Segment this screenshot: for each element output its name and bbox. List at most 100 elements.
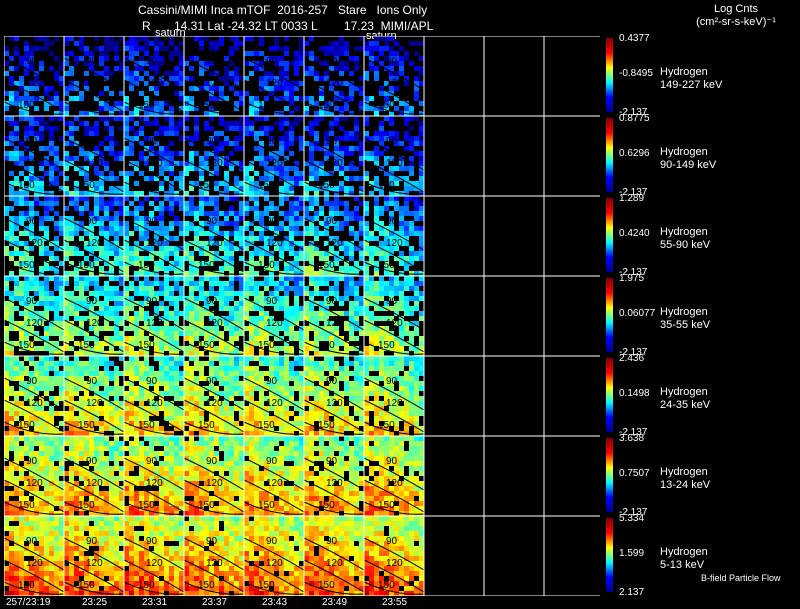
pixel	[54, 76, 59, 81]
pixel	[364, 426, 369, 431]
pixel	[299, 401, 304, 406]
contour-line	[123, 101, 185, 115]
pixel	[19, 141, 24, 146]
pixel	[109, 276, 114, 281]
pixel	[329, 216, 334, 221]
pixel	[29, 431, 34, 436]
contour-label: 90	[386, 136, 398, 147]
pixel	[299, 201, 304, 206]
pixel	[404, 276, 409, 281]
pixel	[114, 251, 119, 256]
contour-line	[183, 79, 245, 113]
pixel	[109, 246, 114, 251]
pixel	[404, 221, 409, 226]
pixel	[319, 416, 324, 421]
pixel	[84, 86, 89, 91]
pixel	[189, 56, 194, 61]
pixel	[74, 391, 79, 396]
pixel	[384, 116, 389, 121]
pixel	[4, 356, 9, 361]
pixel	[64, 246, 69, 251]
pixel	[184, 201, 189, 206]
pixel	[259, 341, 264, 346]
pixel	[59, 501, 64, 506]
pixel	[59, 106, 64, 111]
pixel	[284, 226, 289, 231]
pixel	[159, 166, 164, 171]
pixel	[169, 221, 174, 226]
pixel	[349, 301, 354, 306]
pixel	[339, 61, 344, 66]
pixel	[134, 291, 139, 296]
pixel	[24, 326, 29, 331]
pixel	[384, 346, 389, 351]
pixel	[84, 436, 89, 441]
pixel	[134, 51, 139, 56]
pixel	[339, 241, 344, 246]
pixel	[379, 241, 384, 246]
pixel	[104, 411, 109, 416]
pixel	[359, 191, 364, 196]
pixel	[24, 111, 29, 116]
pixel	[94, 376, 99, 381]
pixel	[314, 341, 319, 346]
pixel	[354, 231, 359, 236]
pixel	[214, 371, 219, 376]
pixel	[234, 426, 239, 431]
pixel	[324, 171, 329, 176]
pixel	[289, 141, 294, 146]
pixel	[329, 356, 334, 361]
pixel	[274, 366, 279, 371]
pixel	[199, 361, 204, 366]
pixel	[234, 291, 239, 296]
pixel	[339, 226, 344, 231]
pixel	[289, 391, 294, 396]
pixel	[329, 266, 334, 271]
pixel	[339, 391, 344, 396]
pixel	[349, 191, 354, 196]
pixel	[84, 456, 89, 461]
pixel	[329, 311, 334, 316]
contour-line	[243, 377, 305, 411]
pixel	[294, 331, 299, 336]
pixel	[279, 346, 284, 351]
pixel	[399, 206, 404, 211]
pixel	[384, 301, 389, 306]
pixel	[144, 376, 149, 381]
pixel	[314, 176, 319, 181]
pixel	[299, 141, 304, 146]
pixel	[49, 146, 54, 151]
pixel	[24, 381, 29, 386]
pixel	[334, 276, 339, 281]
pixel	[39, 66, 44, 71]
pixel	[294, 356, 299, 361]
pixel	[409, 376, 414, 381]
pixel	[189, 281, 194, 286]
pixel	[294, 231, 299, 236]
pixel	[189, 336, 194, 341]
pixel	[329, 321, 334, 326]
pixel	[164, 386, 169, 391]
pixel	[94, 201, 99, 206]
pixel	[124, 401, 129, 406]
pixel	[329, 41, 334, 46]
pixel	[179, 291, 184, 296]
pixel	[59, 376, 64, 381]
pixel	[189, 221, 194, 226]
pixel	[94, 361, 99, 366]
pixel	[44, 36, 49, 41]
pixel	[9, 181, 14, 186]
pixel	[4, 466, 9, 471]
pixel	[294, 336, 299, 341]
contour-line	[243, 341, 305, 355]
pixel	[74, 441, 79, 446]
pixel	[64, 71, 69, 76]
pixel	[94, 221, 99, 226]
pixel	[164, 341, 169, 346]
pixel	[284, 166, 289, 171]
pixel	[24, 416, 29, 421]
pixel	[399, 261, 404, 266]
pixel	[339, 171, 344, 176]
